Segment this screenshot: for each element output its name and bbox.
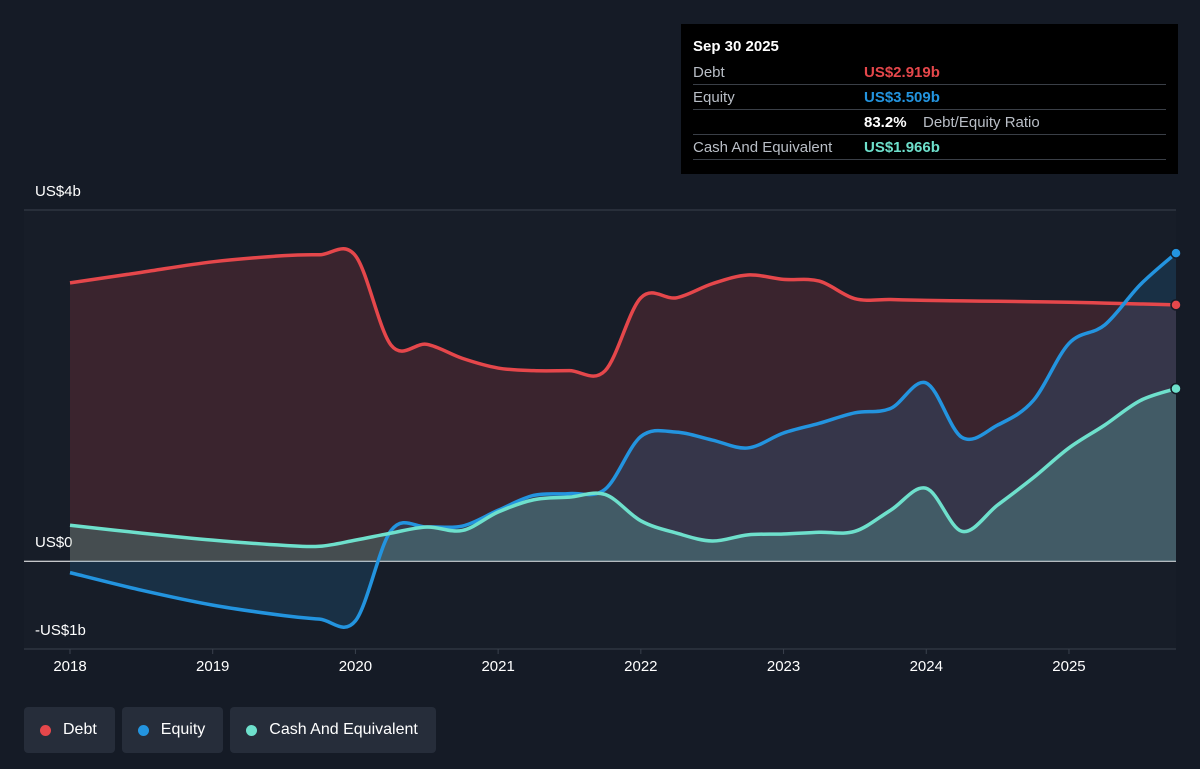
tooltip-key: Debt: [693, 64, 725, 81]
legend-label: Debt: [63, 721, 97, 738]
line: [69, 386, 1177, 549]
tooltip-row: Cash And Equivalent US$1.966b: [693, 135, 1166, 160]
tooltip-date: Sep 30 2025: [693, 38, 779, 55]
legend-item[interactable]: Equity: [121, 707, 224, 753]
legend-label: Cash And Equivalent: [269, 721, 418, 738]
legend-label: Equity: [160, 721, 206, 738]
ratio-label: Debt/Equity Ratio: [923, 114, 1040, 131]
tooltip-row: Debt US$2.919b: [693, 60, 1166, 85]
y-tick-label: US$4b: [35, 183, 81, 200]
legend-item[interactable]: Cash And Equivalent: [230, 707, 436, 753]
tooltip-value: US$3.509b: [864, 89, 940, 106]
area: [70, 388, 1176, 562]
x-tick-label: 2019: [196, 658, 229, 675]
area: [70, 253, 1176, 628]
tooltip: Sep 30 2025 Debt US$2.919b Equity US$3.5…: [681, 24, 1178, 174]
x-tick-label: 2020: [339, 658, 372, 675]
legend-swatch: [246, 724, 258, 736]
tooltip-value: US$1.966b: [864, 139, 940, 156]
plot-area: [24, 210, 1176, 649]
x-tick-label: 2022: [624, 658, 657, 675]
x-tick-label: 2025: [1052, 658, 1085, 675]
line: [69, 247, 1177, 378]
ratio-value: 83.2%: [864, 114, 907, 131]
end-dot: [1170, 247, 1182, 259]
tooltip-key: Equity: [693, 89, 735, 106]
end-dot: [1170, 382, 1182, 395]
tooltip-key: Cash And Equivalent: [693, 139, 833, 156]
y-tick-label: US$0: [35, 534, 73, 551]
legend: Debt Equity Cash And Equivalent: [24, 707, 436, 753]
tooltip-row: Equity US$3.509b: [693, 85, 1166, 110]
y-tick-label: -US$1b: [35, 622, 86, 639]
area: [70, 248, 1176, 562]
line: [69, 251, 1178, 629]
tooltip-value: US$2.919b: [864, 64, 940, 81]
x-tick-label: 2018: [53, 658, 86, 675]
legend-swatch: [40, 724, 51, 736]
legend-swatch: [137, 724, 149, 736]
x-tick-label: 2021: [481, 658, 514, 675]
legend-item[interactable]: Debt: [24, 707, 115, 753]
x-tick-label: 2024: [910, 658, 943, 675]
tooltip-row: 83.2% Debt/Equity Ratio: [693, 110, 1166, 135]
end-dot: [1170, 299, 1182, 311]
x-tick-label: 2023: [767, 658, 800, 675]
